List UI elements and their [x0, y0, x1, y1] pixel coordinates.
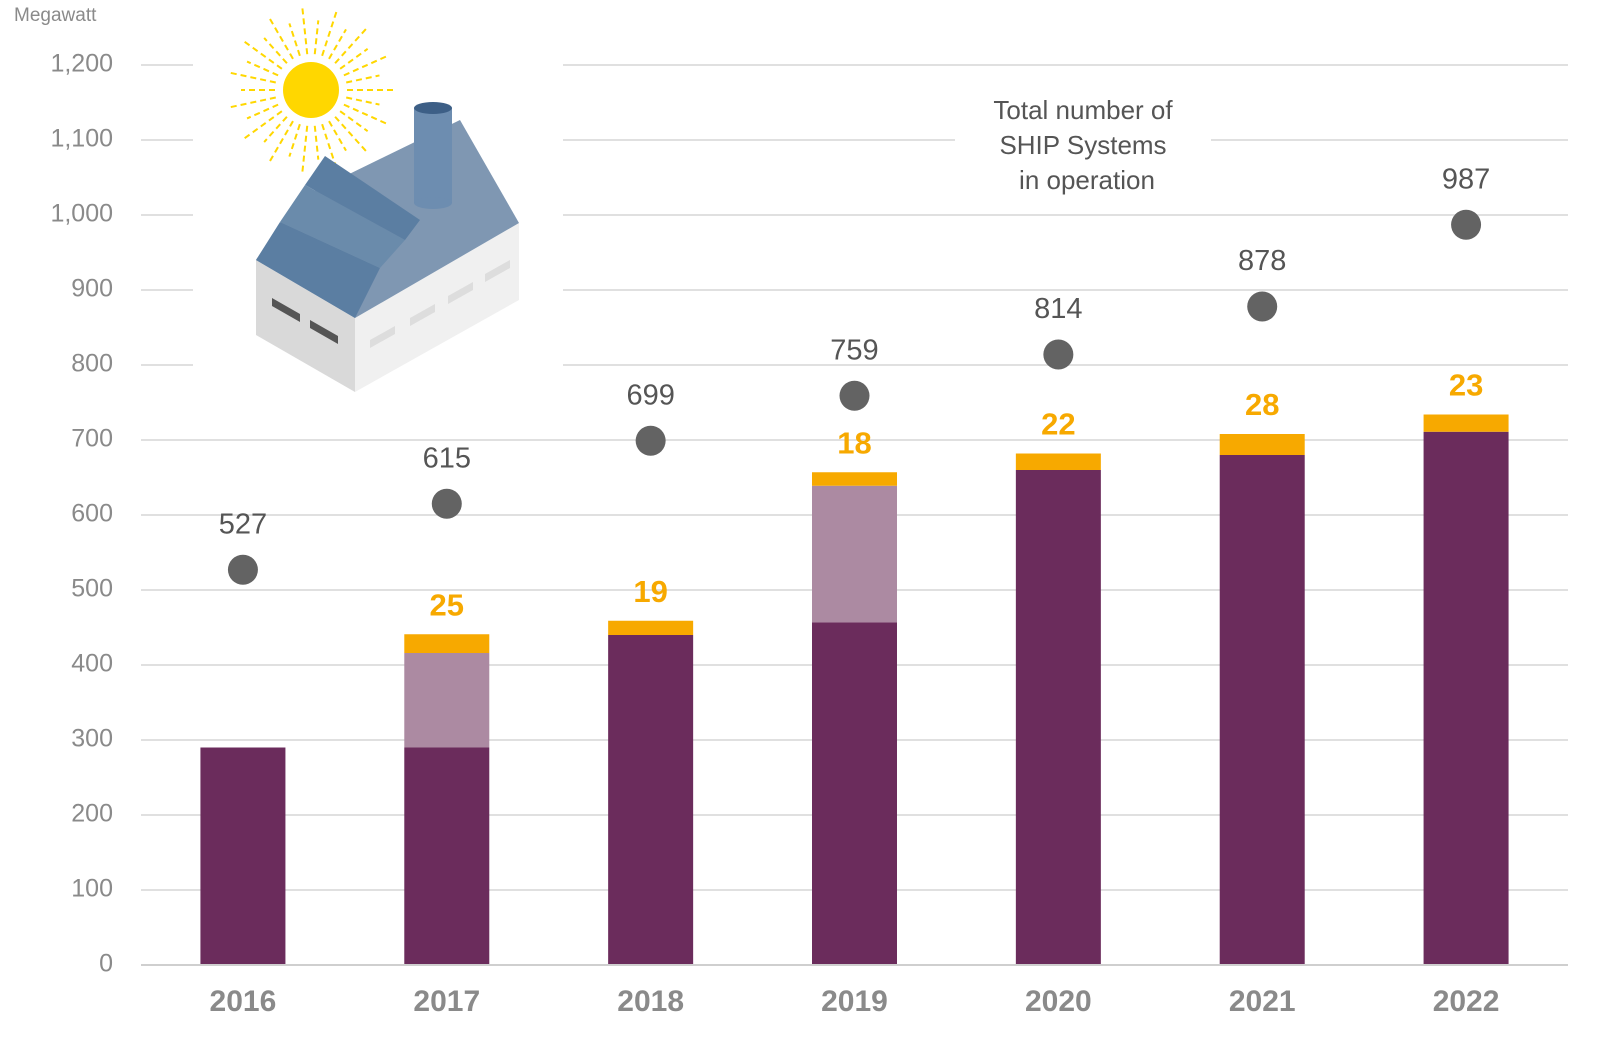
bar-segment: [404, 748, 489, 966]
y-tick-label: 600: [71, 500, 113, 528]
y-tick-label: 400: [71, 650, 113, 678]
dot: [636, 426, 666, 456]
factory-illustration: [193, 8, 563, 398]
bar-label: 23: [1449, 368, 1483, 403]
chart: Megawatt Total number of SHIP Systems in…: [0, 0, 1606, 1045]
dot: [1247, 292, 1277, 322]
dot: [228, 555, 258, 585]
dot-label: 759: [830, 334, 878, 366]
x-tick-label: 2018: [617, 985, 684, 1018]
y-tick-label: 100: [71, 875, 113, 903]
bar-segment: [200, 748, 285, 966]
dot: [1451, 210, 1481, 240]
bar-segment: [1016, 454, 1101, 471]
dot: [432, 489, 462, 519]
y-tick-label: 200: [71, 800, 113, 828]
bar-label: 25: [430, 587, 464, 622]
dot-label: 527: [219, 508, 267, 540]
bar-segment: [608, 635, 693, 965]
y-tick-label: 1,000: [50, 200, 113, 228]
y-tick-label: 700: [71, 425, 113, 453]
bar-segment: [1424, 415, 1509, 432]
bar-label: 19: [633, 574, 667, 609]
bar-segment: [608, 621, 693, 635]
bar-segment: [1424, 432, 1509, 965]
annotation: in operation: [1019, 165, 1155, 195]
y-tick-label: 500: [71, 575, 113, 603]
y-tick-label: 1,100: [50, 125, 113, 153]
annotation: Total number of: [993, 95, 1173, 125]
bar-segment: [1016, 470, 1101, 965]
bar-segment: [1220, 455, 1305, 965]
x-tick-label: 2016: [210, 985, 277, 1018]
bar-segment: [812, 622, 897, 965]
dot-label: 814: [1034, 293, 1082, 325]
dot-label: 699: [626, 379, 674, 411]
dot-label: 615: [423, 442, 471, 474]
bar-label: 28: [1245, 387, 1279, 422]
dot: [1043, 340, 1073, 370]
y-tick-label: 800: [71, 350, 113, 378]
y-tick-label: 900: [71, 275, 113, 303]
dot-label: 987: [1442, 163, 1490, 195]
dot: [840, 381, 870, 411]
bar-label: 22: [1041, 407, 1075, 442]
bar-segment: [1220, 434, 1305, 455]
bar-segment: [404, 634, 489, 653]
bar-label: 18: [837, 425, 871, 460]
x-tick-label: 2020: [1025, 985, 1092, 1018]
y-tick-label: 0: [99, 950, 113, 978]
y-tick-label: 300: [71, 725, 113, 753]
bar-segment: [812, 486, 897, 623]
annotation: SHIP Systems: [999, 130, 1166, 160]
x-tick-label: 2022: [1433, 985, 1500, 1018]
x-tick-label: 2017: [413, 985, 480, 1018]
x-tick-label: 2019: [821, 985, 888, 1018]
bar-segment: [812, 472, 897, 486]
y-tick-label: 1,200: [50, 50, 113, 78]
x-tick-label: 2021: [1229, 985, 1296, 1018]
dot-label: 878: [1238, 245, 1286, 277]
bar-segment: [404, 653, 489, 748]
y-axis-label: Megawatt: [14, 5, 97, 26]
